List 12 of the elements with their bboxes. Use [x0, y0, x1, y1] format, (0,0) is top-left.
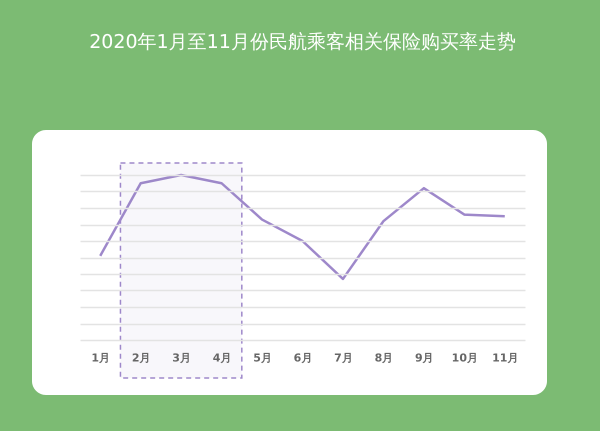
x-tick-label: 3月 [172, 352, 191, 364]
x-tick-label: 7月 [334, 352, 353, 364]
x-tick-label: 8月 [374, 352, 394, 364]
x-tick-label: 6月 [294, 352, 312, 364]
x-tick-label: 11月 [492, 352, 518, 364]
x-tick-label: 9月 [415, 352, 434, 364]
x-tick-label: 5月 [253, 352, 272, 364]
x-tick-label: 1月 [91, 352, 110, 364]
x-tick-label: 4月 [212, 352, 232, 364]
x-tick-label: 2月 [132, 352, 151, 364]
x-tick-label: 10月 [452, 352, 478, 364]
chart-title: 2020年1月至11月份民航乘客相关保险购买率走势 [89, 31, 516, 53]
